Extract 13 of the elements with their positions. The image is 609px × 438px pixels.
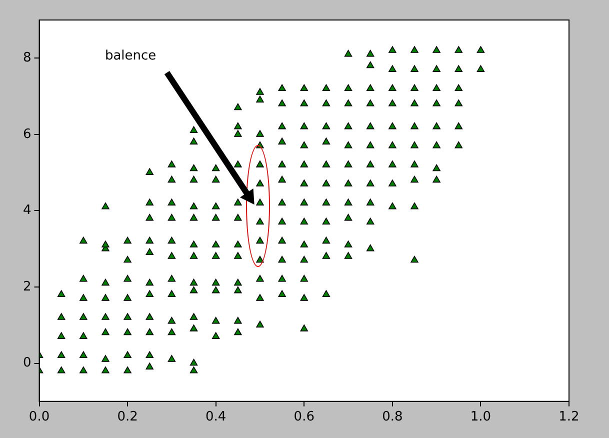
x-tick-label: 0.2 bbox=[117, 410, 138, 425]
x-tick-label: 0.8 bbox=[382, 410, 403, 425]
x-tick-label: 0.6 bbox=[294, 410, 314, 425]
x-tick-label: 1.0 bbox=[470, 410, 492, 425]
y-tick-label: 2 bbox=[22, 279, 32, 294]
x-tick-label: 0.4 bbox=[206, 410, 226, 425]
y-tick-label: 4 bbox=[22, 203, 32, 218]
annotation: balence bbox=[104, 48, 156, 64]
y-tick-label: 0 bbox=[22, 356, 32, 371]
x-tick-label: 0.0 bbox=[28, 410, 50, 425]
y-tick-label: 6 bbox=[22, 126, 32, 142]
y-tick-label: 8 bbox=[22, 50, 32, 66]
x-tick-label: 1.2 bbox=[558, 410, 580, 425]
